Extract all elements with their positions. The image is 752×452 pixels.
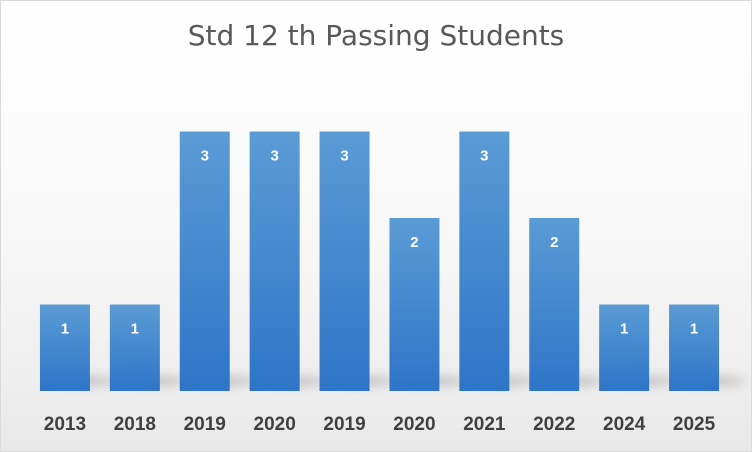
data-label-10: 1	[690, 321, 698, 338]
bar-6	[389, 218, 440, 391]
data-label-6: 2	[410, 234, 418, 251]
x-tick-label-4: 2020	[254, 414, 296, 435]
x-tick-label-5: 2019	[323, 414, 365, 435]
bar-7	[459, 131, 510, 391]
data-label-1: 1	[61, 321, 69, 338]
data-label-2: 1	[131, 321, 139, 338]
data-label-9: 1	[620, 321, 628, 338]
data-label-8: 2	[550, 234, 558, 251]
bar-1	[39, 304, 90, 391]
x-tick-label-8: 2022	[533, 414, 575, 435]
data-label-5: 3	[340, 148, 348, 165]
x-tick-label-10: 2025	[673, 414, 716, 435]
bar-4	[249, 131, 300, 391]
bar-3	[179, 131, 230, 391]
x-tick-label-2: 2018	[114, 414, 156, 435]
bar-2	[109, 304, 160, 391]
data-label-4: 3	[270, 148, 278, 165]
chart-title: Std 12 th Passing Students	[187, 19, 565, 52]
data-label-7: 3	[480, 148, 488, 165]
x-tick-label-9: 2024	[603, 414, 646, 435]
x-tick-label-3: 2019	[184, 414, 226, 435]
x-tick-label-6: 2020	[393, 414, 435, 435]
data-label-3: 3	[201, 148, 209, 165]
bar-5	[319, 131, 370, 391]
bar-10	[669, 304, 720, 391]
x-tick-label-1: 2013	[44, 414, 86, 435]
bar-9	[599, 304, 650, 391]
bar-8	[529, 218, 580, 391]
x-tick-label-7: 2021	[463, 414, 506, 435]
